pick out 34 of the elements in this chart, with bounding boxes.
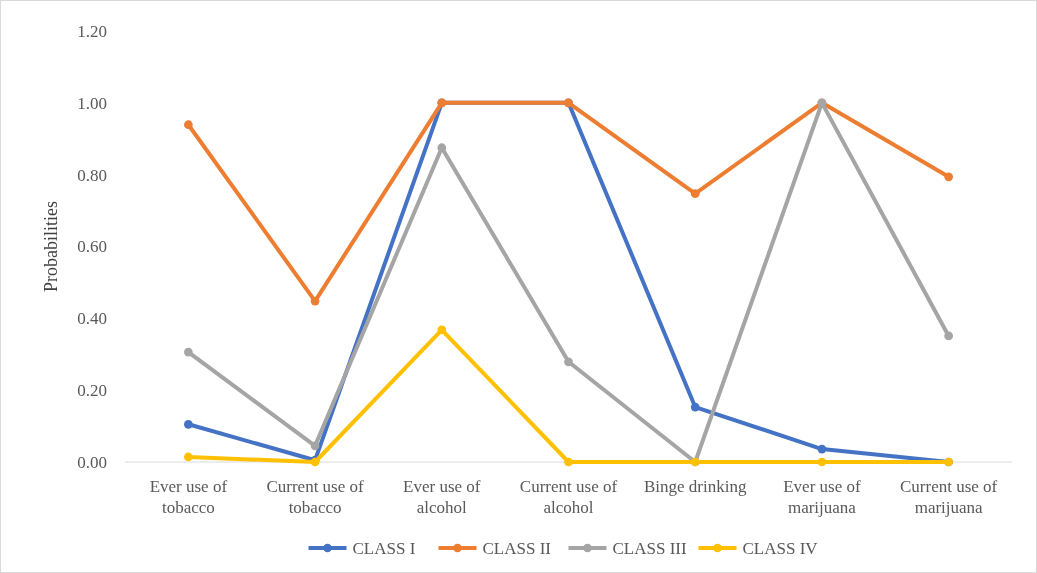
y-tick-label: 0.20	[77, 381, 107, 401]
y-tick-label: 1.20	[77, 21, 107, 41]
point	[564, 457, 573, 467]
point	[183, 347, 193, 357]
y-axis-title: Probabilities	[41, 201, 61, 292]
legend-label: CLASS II	[482, 538, 552, 558]
point	[944, 172, 954, 182]
point	[817, 457, 827, 467]
y-tick-label: 0.00	[77, 452, 107, 472]
x-tick-label: Ever use of marijuana	[783, 477, 861, 517]
x-tick-label: Current use of marijuana	[900, 477, 998, 517]
point	[690, 402, 700, 412]
point	[310, 296, 320, 306]
point	[310, 441, 320, 451]
point	[690, 189, 700, 199]
legend-label: CLASS I	[352, 538, 416, 558]
point	[437, 325, 447, 335]
x-tick-label: Ever use of alcohol	[403, 477, 481, 517]
point	[564, 357, 573, 367]
y-tick-label: 1.00	[77, 93, 107, 113]
point	[944, 331, 954, 341]
point	[817, 444, 827, 454]
x-tick-label: Ever use of tobacco	[149, 477, 228, 517]
x-tick-label: Current use of alcohol	[519, 477, 618, 517]
y-tick-label: 0.80	[77, 165, 107, 185]
point	[183, 120, 193, 130]
point	[183, 452, 193, 462]
legend-label: CLASS IV	[742, 538, 819, 558]
y-tick-label: 0.60	[77, 237, 107, 257]
legend-label: CLASS III	[612, 538, 687, 558]
y-tick-label: 0.40	[77, 309, 107, 329]
x-tick-label: Binge drinking	[643, 477, 747, 496]
point	[183, 419, 193, 429]
x-tick-label: Current use of tobacco	[266, 477, 365, 517]
